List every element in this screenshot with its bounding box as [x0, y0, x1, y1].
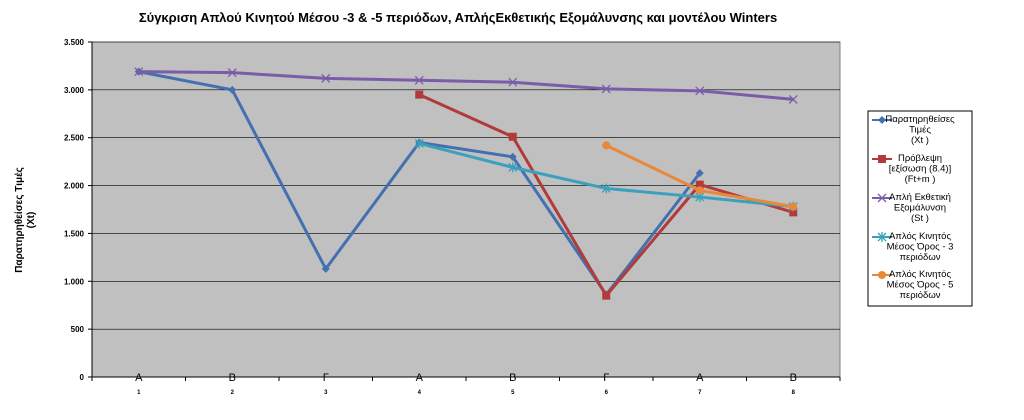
- legend-label: [εξίσωση (8.4)]: [889, 164, 951, 175]
- legend-swatch-marker: [877, 232, 887, 242]
- data-point: [695, 186, 704, 195]
- legend-swatch-marker: [878, 116, 886, 124]
- y-tick-label: 3.500: [64, 38, 85, 47]
- data-point: [695, 180, 704, 189]
- legend-label: Απλός Κινητός: [889, 269, 952, 280]
- data-point: [508, 162, 518, 173]
- x-category-label: Β: [790, 372, 797, 384]
- legend-label: Τιμές: [909, 125, 931, 136]
- x-category-label: Α: [135, 372, 143, 384]
- x-period-label: 7: [698, 390, 702, 396]
- x-category-label: Β: [229, 372, 236, 384]
- x-category-label: Α: [416, 372, 424, 384]
- legend-label: (Xt ): [911, 135, 929, 146]
- data-point: [414, 75, 424, 85]
- data-point: [601, 183, 611, 194]
- data-point: [414, 138, 424, 149]
- y-tick-label: 2.000: [64, 182, 85, 191]
- x-period-label: 2: [231, 390, 235, 396]
- x-period-label: 6: [605, 390, 609, 396]
- legend-label: Μέσος Όρος - 5: [887, 280, 954, 291]
- y-tick-label: 1.000: [64, 277, 85, 286]
- legend-label: Πρόβλεψη: [898, 153, 942, 164]
- data-point: [415, 90, 424, 99]
- data-point: [789, 202, 798, 211]
- data-point: [602, 291, 611, 300]
- legend-label: περιόδων: [899, 290, 940, 301]
- data-point: [695, 86, 705, 96]
- x-category-label: Β: [509, 372, 516, 384]
- y-tick-label: 1.500: [64, 229, 85, 238]
- y-tick-label: 3.000: [64, 86, 85, 95]
- legend-swatch-marker: [877, 193, 887, 203]
- plot-area: [91, 41, 841, 378]
- legend-label: Απλή Εκθετική: [889, 192, 951, 203]
- y-tick-label: 500: [71, 325, 85, 334]
- x-period-label: 8: [792, 390, 796, 396]
- y-tick-label: 0: [80, 373, 85, 382]
- data-point: [789, 208, 798, 217]
- data-point: [508, 132, 517, 141]
- data-point: [601, 84, 611, 94]
- x-period-label: 5: [511, 390, 515, 396]
- legend-swatch-marker: [878, 155, 886, 163]
- data-point: [321, 73, 331, 83]
- legend-label: (St ): [911, 213, 929, 224]
- legend-label: Απλός Κινητός: [889, 231, 952, 242]
- data-point: [788, 94, 798, 104]
- x-category-label: Α: [696, 372, 704, 384]
- legend-label: (Ft+m ): [905, 174, 936, 185]
- data-point: [134, 67, 144, 77]
- y-axis-label-line1: Παρατηρηθείσες Τιμές: [14, 167, 25, 273]
- chart-title: Σύγκριση Απλού Κινητού Μέσου -3 & -5 περ…: [139, 10, 777, 25]
- legend-entry-2: Πρόβλεψη[εξίσωση (8.4)](Ft+m ): [872, 153, 951, 185]
- series-2: [415, 90, 798, 300]
- gridlines: [92, 41, 840, 330]
- series-3: [134, 67, 798, 104]
- data-point: [321, 264, 330, 273]
- y-axis-label-line2: (Xt): [26, 212, 37, 229]
- x-period-label: 3: [324, 390, 328, 396]
- x-period-label: 1: [137, 390, 141, 396]
- data-point: [227, 68, 237, 78]
- x-axis-ticks: Α 1 Β 2 Γ 3 Α 4 Β 5 Γ 6 Α 7 Β 8: [91, 372, 841, 396]
- data-point: [602, 141, 611, 150]
- data-point: [508, 77, 518, 87]
- legend-label: περιόδων: [899, 252, 940, 263]
- data-point: [228, 85, 237, 94]
- data-point: [508, 152, 517, 161]
- x-period-label: 4: [418, 390, 422, 396]
- y-axis-label: Παρατηρηθείσες Τιμές (Xt): [14, 167, 37, 273]
- legend-swatch-marker: [878, 271, 886, 279]
- legend-label: Παρατηρηθείσες: [885, 114, 955, 125]
- series-line: [138, 70, 794, 101]
- x-category-label: Γ: [603, 372, 609, 384]
- series-5: [602, 141, 798, 211]
- x-category-label: Γ: [323, 372, 329, 384]
- y-tick-label: 2.500: [64, 134, 85, 143]
- series-group: [134, 67, 798, 300]
- legend-label: Μέσος Όρος - 3: [887, 242, 954, 253]
- data-point: [695, 169, 704, 178]
- legend-label: Εξομάλυνση: [894, 203, 946, 214]
